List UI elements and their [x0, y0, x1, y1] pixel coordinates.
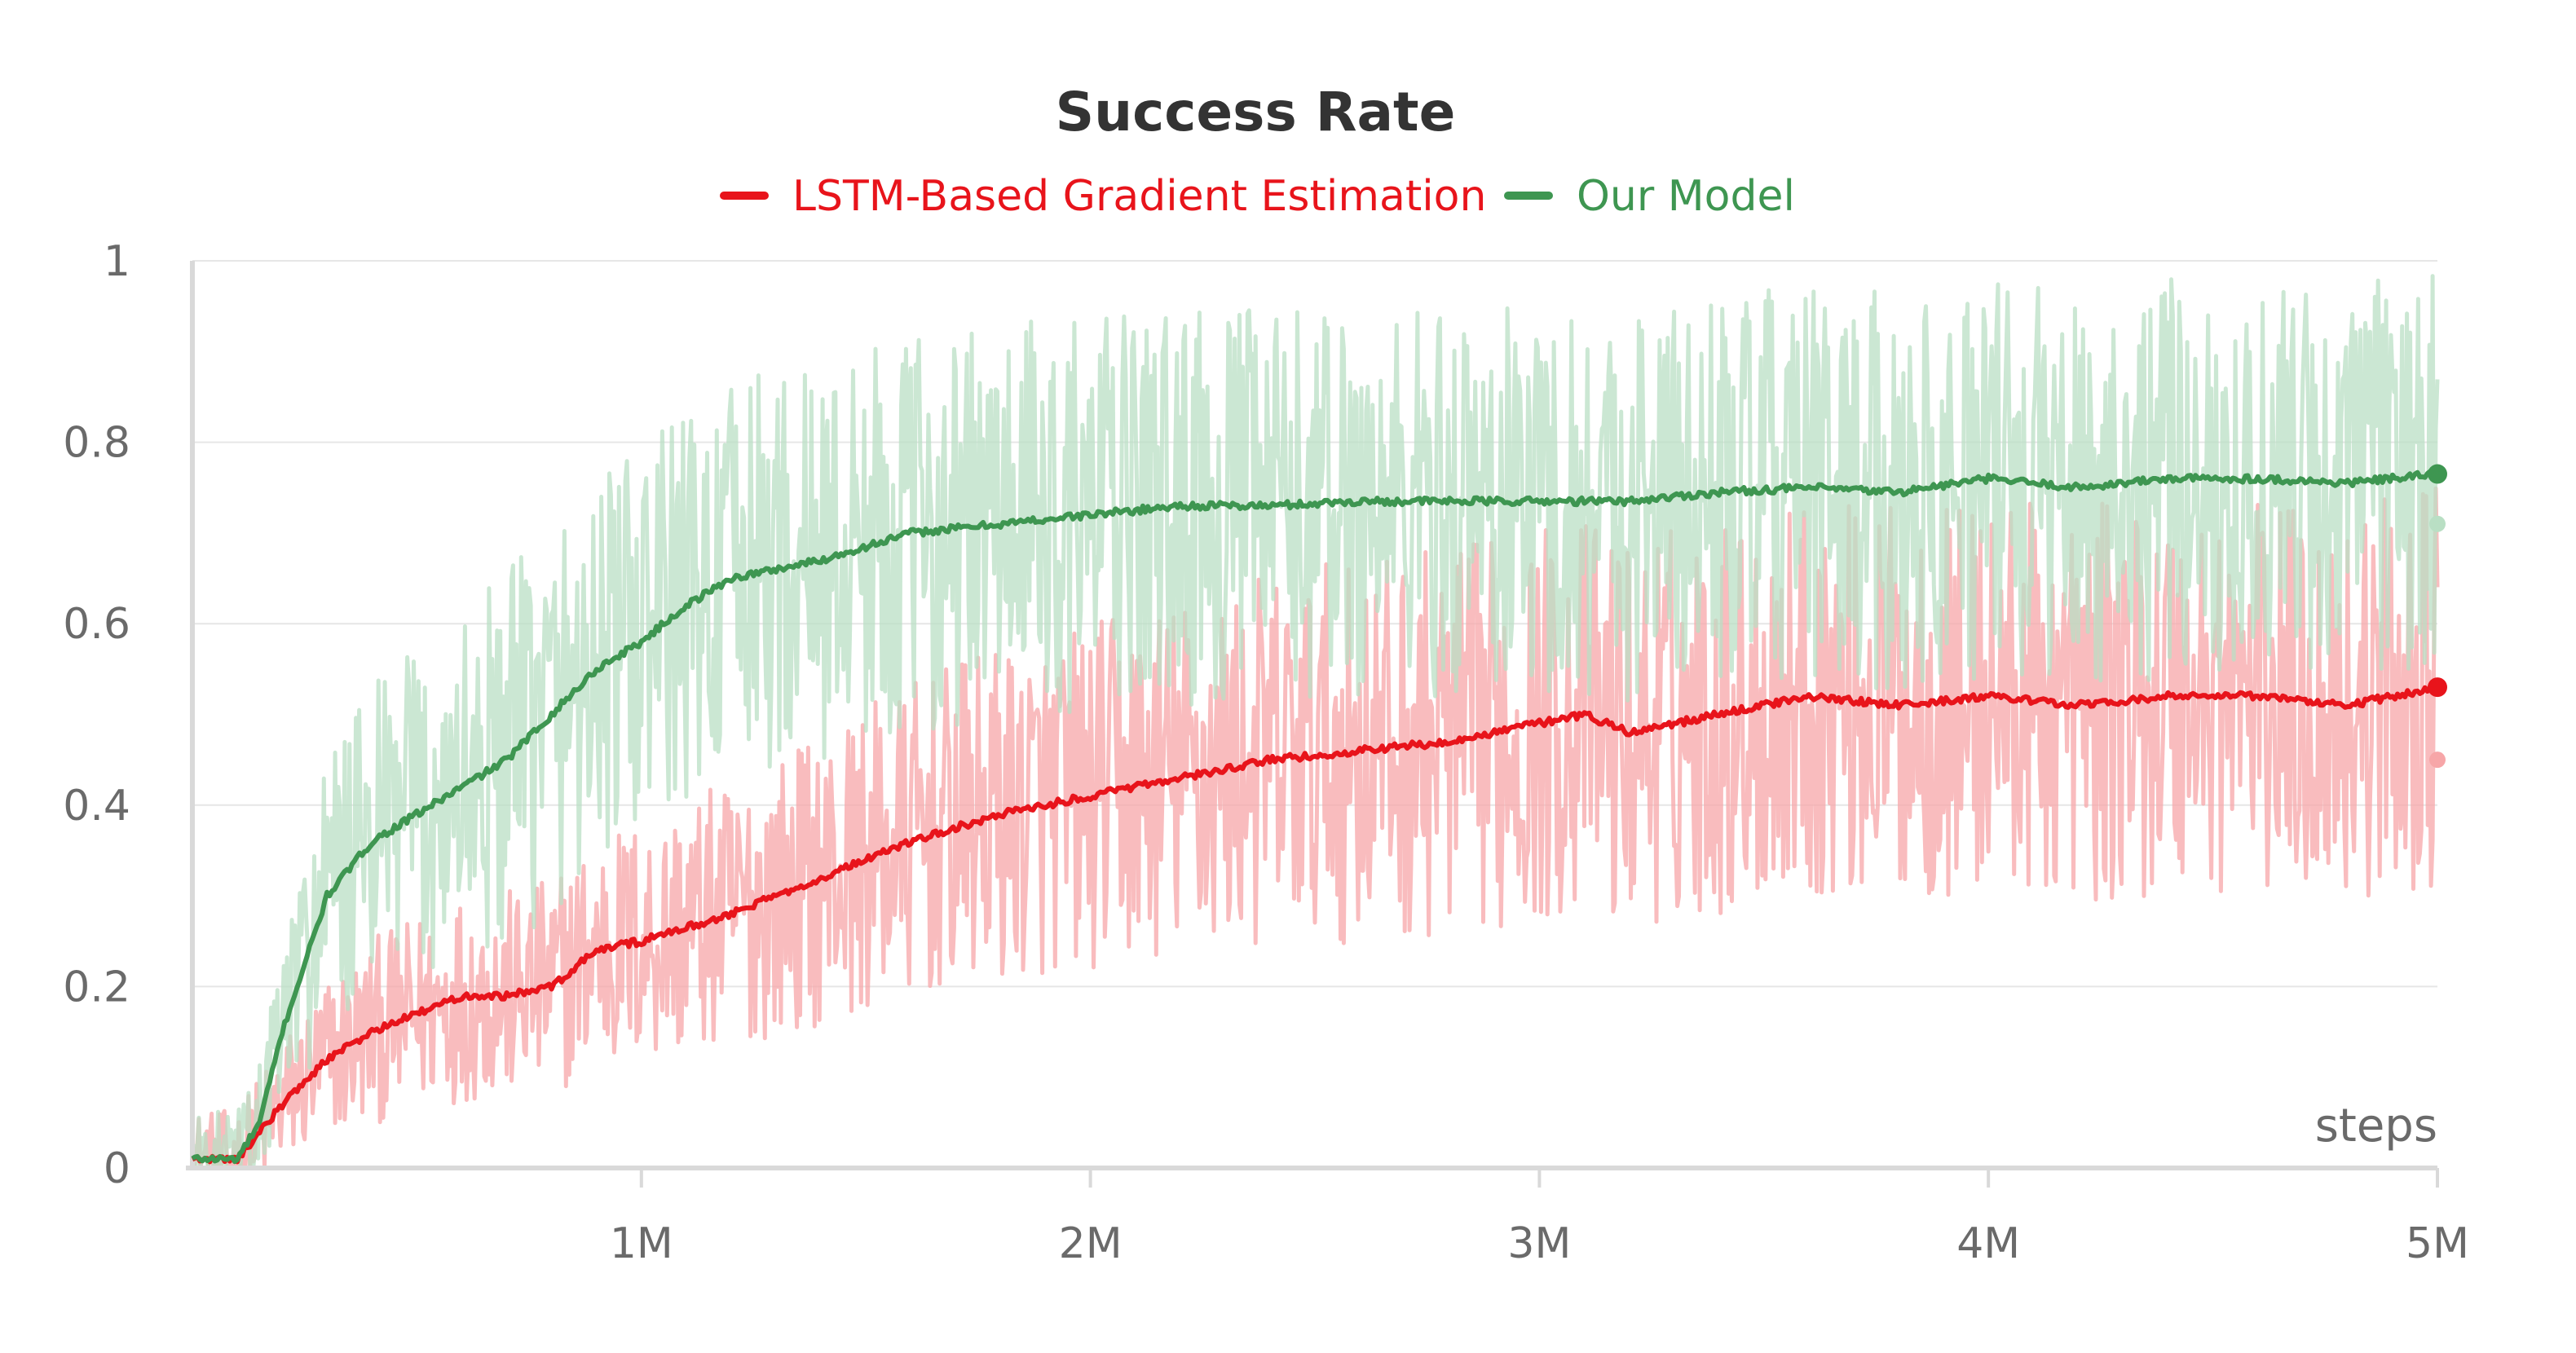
y-tick-label: 0.6: [63, 600, 130, 649]
tick-labels: 0 0.2 0.4 0.6 0.8 1 1M 2M 3M 4M 5M: [63, 237, 2469, 1268]
legend[interactable]: LSTM-Based Gradient Estimation Our Model: [720, 172, 1795, 221]
y-tick-label: 0.2: [63, 963, 130, 1011]
x-tick-label: 4M: [1956, 1219, 2020, 1268]
x-tick-label: 5M: [2406, 1219, 2469, 1268]
end-point-lstm[interactable]: [2428, 677, 2447, 698]
x-tick-label: 2M: [1059, 1219, 1123, 1268]
chart-title: Success Rate: [1056, 81, 1456, 143]
y-tick-label: 0: [104, 1144, 130, 1193]
y-tick-label: 0.4: [63, 782, 130, 831]
y-tick-label: 0.8: [63, 419, 130, 468]
x-tick-label: 3M: [1507, 1219, 1571, 1268]
legend-item-lstm[interactable]: LSTM-Based Gradient Estimation: [720, 172, 1486, 221]
legend-item-our-model[interactable]: Our Model: [1504, 172, 1795, 221]
end-point-raw-our-model: [2429, 515, 2446, 532]
raw-trace-lstm: [192, 486, 2440, 1170]
end-point-our-model[interactable]: [2428, 464, 2447, 484]
x-axis-label: steps: [2315, 1100, 2437, 1152]
series-line-lstm[interactable]: [191, 684, 2440, 1165]
end-point-raw-lstm: [2429, 751, 2446, 769]
legend-label-our-model: Our Model: [1577, 172, 1795, 221]
series-lines: [191, 464, 2447, 1165]
y-tick-label: 1: [104, 237, 130, 286]
legend-label-lstm: LSTM-Based Gradient Estimation: [792, 172, 1486, 221]
x-tick-label: 1M: [610, 1219, 673, 1268]
series-line-our-model[interactable]: [191, 469, 2438, 1165]
raw-data-layer: [190, 274, 2440, 1170]
axes: [186, 261, 2439, 1188]
raw-trace-our-model: [190, 274, 2440, 1170]
